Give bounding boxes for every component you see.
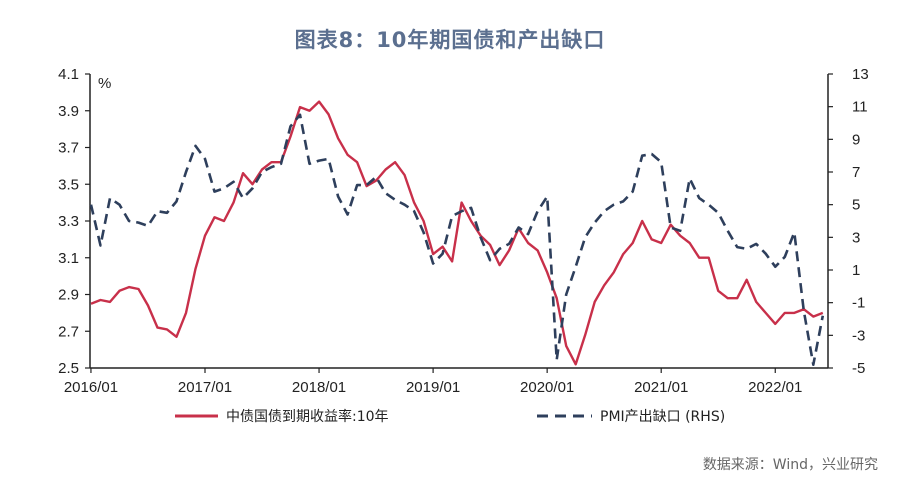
- x-tick-label: 2019/01: [406, 379, 460, 396]
- x-tick-label: 2018/01: [292, 379, 346, 396]
- legend-label-series-1: 中债国债到期收益率:10年: [226, 408, 389, 425]
- x-tick-label: 2022/01: [748, 379, 802, 396]
- left-tick-label: 3.5: [58, 176, 79, 193]
- series-layer: [89, 100, 825, 367]
- series-line-pmi-gap: [89, 113, 825, 367]
- right-tick-label: 5: [852, 197, 860, 214]
- right-tick-label: -3: [852, 327, 865, 344]
- right-tick-label: 13: [852, 66, 869, 83]
- legend: 中债国债到期收益率:10年 PMI产出缺口 (RHS): [175, 408, 725, 425]
- left-tick-label: 3.3: [58, 213, 79, 230]
- right-tick-label: -5: [852, 360, 865, 377]
- x-tick-label: 2020/01: [520, 379, 574, 396]
- left-axis-unit-label: %: [98, 75, 111, 92]
- right-tick-label: 1: [852, 262, 860, 279]
- legend-label-series-2: PMI产出缺口 (RHS): [600, 409, 725, 425]
- left-tick-label: 2.9: [58, 287, 79, 304]
- right-tick-label: -1: [852, 295, 865, 312]
- left-tick-label: 4.1: [58, 66, 79, 83]
- left-tick-label: 3.9: [58, 103, 79, 120]
- series-line-bond-yield: [90, 100, 824, 366]
- right-tick-label: 11: [852, 99, 868, 116]
- right-tick-label: 3: [852, 229, 860, 246]
- x-tick-label: 2017/01: [178, 379, 232, 396]
- left-tick-label: 2.5: [58, 360, 79, 377]
- left-tick-label: 2.7: [58, 323, 79, 340]
- x-tick-label: 2016/01: [64, 379, 118, 396]
- left-axis-ticks: 2.5 2.7 2.9 3.1 3.3 3.5 3.7 3.9 4.1: [58, 66, 90, 377]
- source-note: 数据来源：Wind，兴业研究: [702, 457, 878, 473]
- chart-title: 图表8：10年期国债和产出缺口: [294, 28, 606, 52]
- x-axis-ticks: 2016/01 2017/01 2018/01 2019/01 2020/01 2021/…: [64, 368, 802, 396]
- left-tick-label: 3.1: [58, 250, 79, 267]
- left-tick-label: 3.7: [58, 140, 79, 157]
- x-tick-label: 2021/01: [634, 379, 688, 396]
- right-tick-label: 7: [852, 164, 860, 181]
- right-tick-label: 9: [852, 131, 860, 148]
